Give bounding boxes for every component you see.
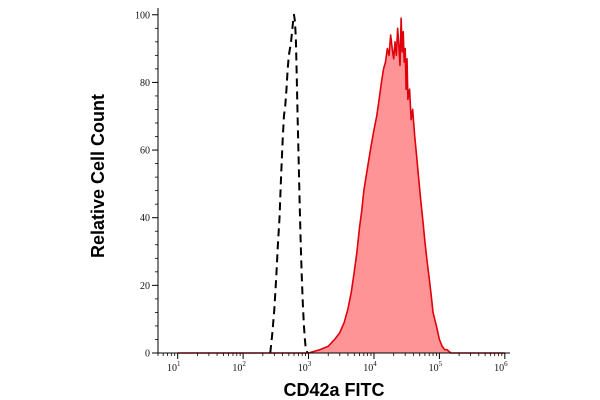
y-tick-label-1: 20 xyxy=(140,281,150,292)
axes-layer xyxy=(157,8,510,354)
y-tick-label-4: 80 xyxy=(140,78,150,89)
x-tick-label-3: 104 xyxy=(363,360,377,374)
x-axis-title: CD42a FITC xyxy=(283,380,384,400)
ticks-layer: 101 102 103 104 105 106 0 20 40 60 80 100 xyxy=(135,10,508,374)
x-tick-label-2: 103 xyxy=(298,360,312,374)
series-1-area xyxy=(177,18,505,354)
y-tick-label-5: 100 xyxy=(135,10,150,21)
x-tick-label-4: 105 xyxy=(429,360,443,374)
y-axis-title: Relative Cell Count xyxy=(88,94,108,258)
y-tick-label-2: 40 xyxy=(140,213,150,224)
x-tick-label-5: 106 xyxy=(494,360,508,374)
series-1-outline xyxy=(177,17,505,354)
y-tick-label-3: 60 xyxy=(140,146,150,157)
y-tick-label-0: 0 xyxy=(145,349,150,360)
series-0-line xyxy=(269,13,309,354)
x-tick-label-0: 101 xyxy=(167,360,181,374)
x-tick-label-1: 102 xyxy=(232,360,246,374)
series-layer xyxy=(177,13,505,354)
